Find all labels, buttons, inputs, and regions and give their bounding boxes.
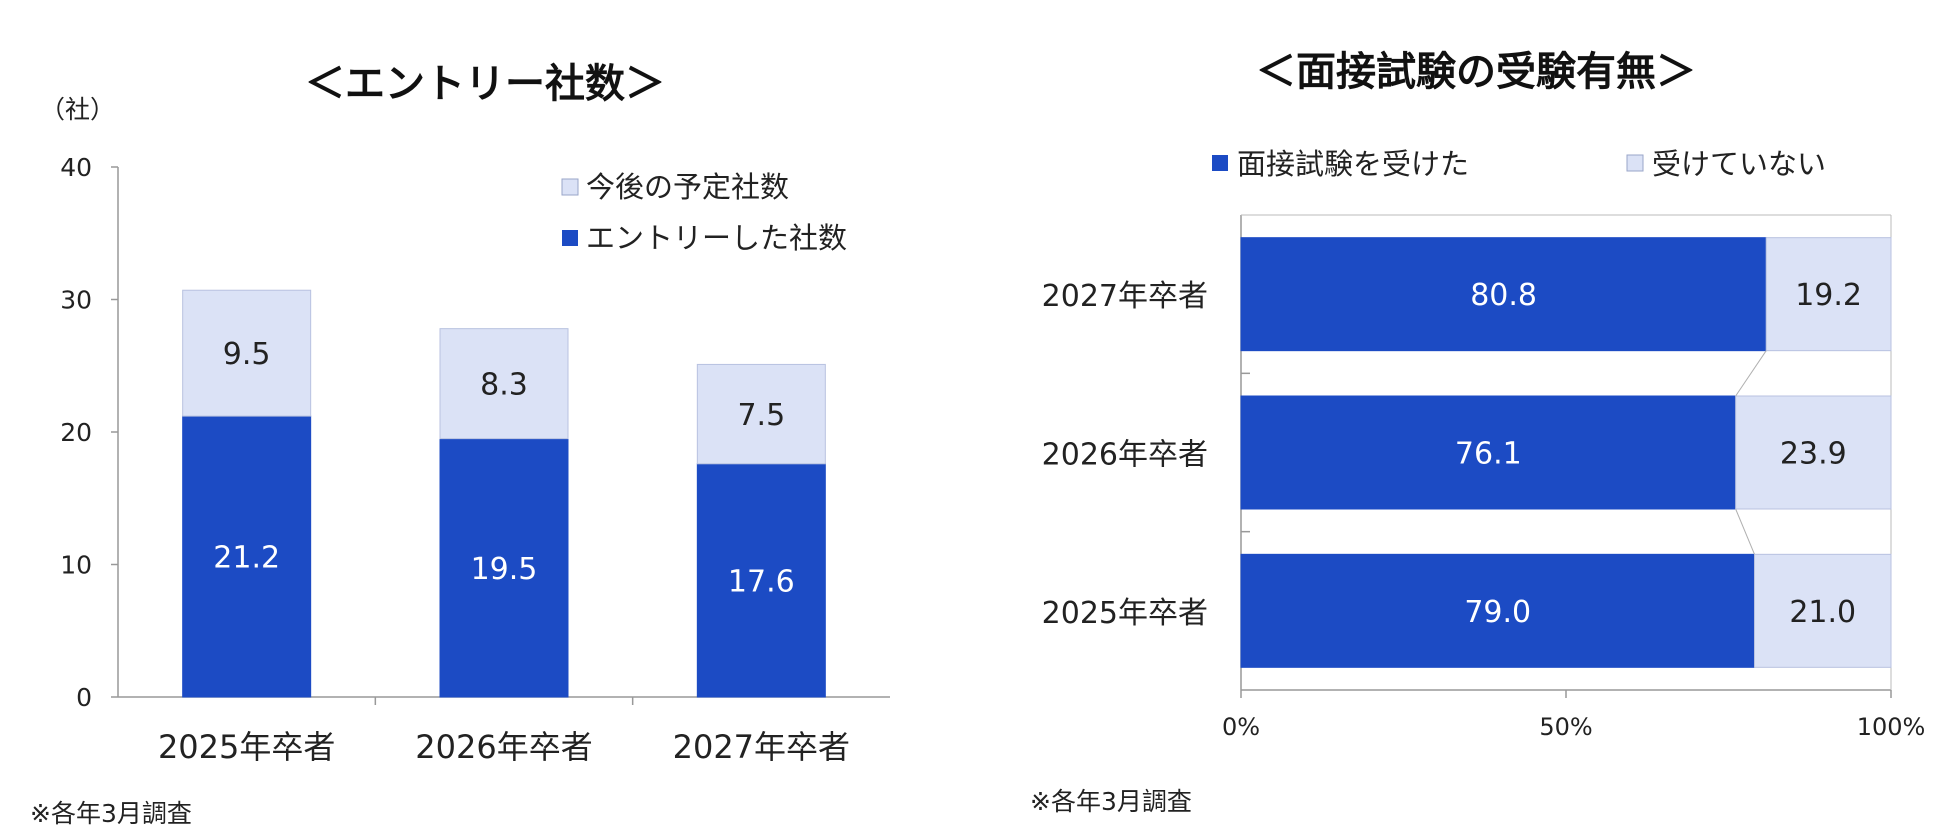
bar-interviewed: [1240, 553, 1755, 668]
left-y-tick-label: 40: [60, 153, 92, 182]
left-chart-unit-label: （社）: [40, 95, 115, 124]
bar-entered: [696, 463, 826, 698]
right-chart-note: ※各年3月調査: [1030, 787, 1192, 816]
data-label-entered: 21.2: [213, 541, 280, 576]
legend-swatch-planned: [561, 178, 579, 196]
bar-not-interviewed: [1754, 553, 1892, 668]
left-y-tick-label: 10: [60, 551, 92, 580]
left-chart-note: ※各年3月調査: [30, 799, 192, 828]
right-x-tick-label: 50%: [1539, 713, 1592, 741]
right-x-tick-label: 100%: [1857, 713, 1926, 741]
legend-swatch-entered: [562, 230, 578, 246]
bar-not-interviewed: [1735, 395, 1892, 510]
legend-label-interviewed: 面接試験を受けた: [1237, 147, 1469, 181]
left-chart-title: ＜エントリー社数＞: [305, 61, 665, 107]
left-y-tick-label: 0: [76, 683, 92, 712]
bar-planned: [439, 328, 569, 440]
series-connector-line: [1735, 350, 1767, 397]
bar-interviewed: [1240, 237, 1767, 352]
right-y-category-label: 2026年卒者: [1042, 438, 1208, 473]
data-label-interviewed: 76.1: [1455, 437, 1522, 472]
bar-not-interviewed: [1765, 237, 1892, 352]
right-y-category-label: 2025年卒者: [1042, 596, 1208, 631]
left-x-category-label: 2026年卒者: [415, 728, 592, 766]
data-label-entered: 19.5: [471, 552, 538, 587]
data-label-planned: 7.5: [737, 398, 785, 433]
data-label-planned: 8.3: [480, 368, 528, 403]
legend-label-not-interviewed: 受けていない: [1652, 147, 1826, 181]
left-x-category-label: 2025年卒者: [158, 728, 335, 766]
legend-label-planned: 今後の予定社数: [586, 170, 789, 204]
data-label-planned: 9.5: [223, 337, 271, 372]
data-label-not-interviewed: 21.0: [1789, 595, 1856, 630]
legend-swatch-not-interviewed: [1626, 154, 1644, 172]
right-x-tick-label: 0%: [1222, 713, 1260, 741]
legend-label-entered: エントリーした社数: [586, 221, 847, 255]
bar-entered: [439, 438, 569, 698]
left-y-tick-label: 20: [60, 418, 92, 447]
right-chart-title: ＜面接試験の受験有無＞: [1256, 49, 1696, 95]
data-label-entered: 17.6: [728, 564, 795, 599]
bar-entered: [182, 415, 312, 698]
left-y-tick-label: 30: [60, 286, 92, 315]
data-label-interviewed: 80.8: [1470, 278, 1537, 313]
series-connector-line: [1735, 508, 1755, 555]
data-label-not-interviewed: 23.9: [1780, 437, 1847, 472]
bar-planned: [696, 363, 826, 465]
bar-interviewed: [1240, 395, 1737, 510]
left-x-category-label: 2027年卒者: [673, 728, 850, 766]
data-label-interviewed: 79.0: [1464, 595, 1531, 630]
bar-planned: [182, 289, 312, 417]
legend-swatch-interviewed: [1212, 155, 1228, 171]
right-y-category-label: 2027年卒者: [1042, 279, 1208, 314]
data-label-not-interviewed: 19.2: [1795, 278, 1862, 313]
